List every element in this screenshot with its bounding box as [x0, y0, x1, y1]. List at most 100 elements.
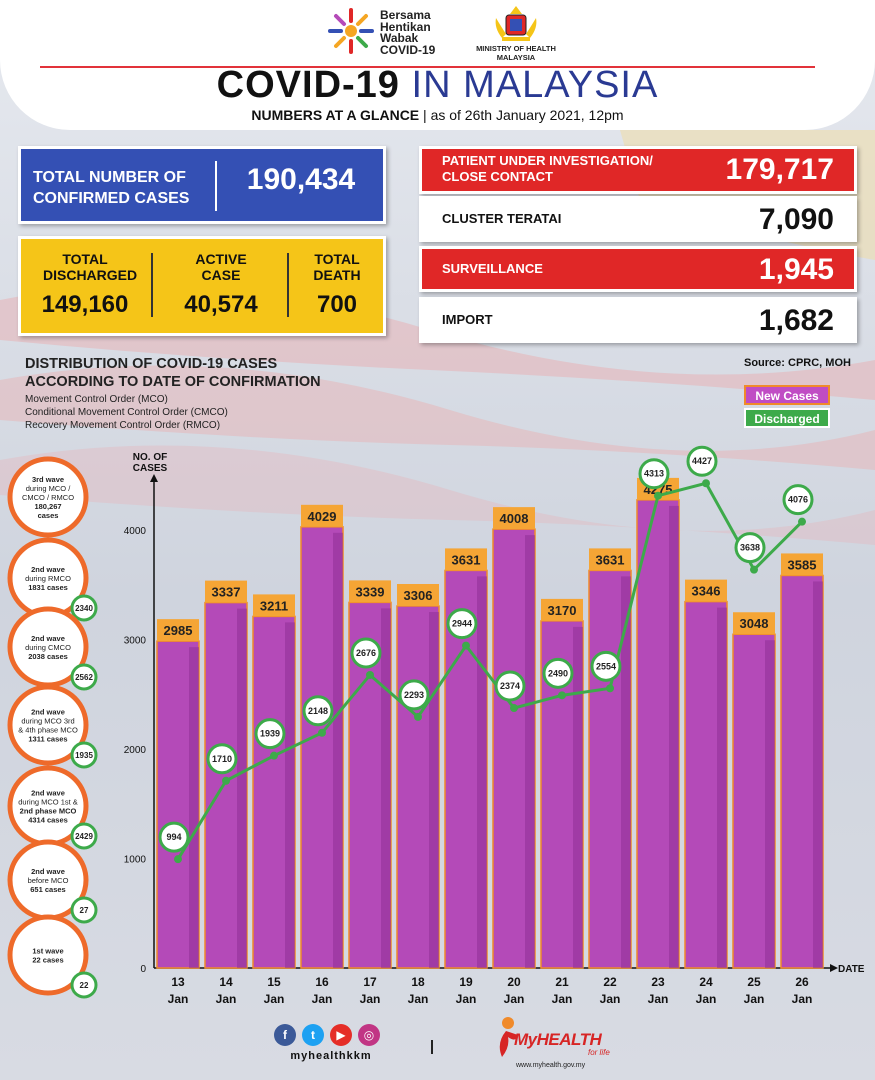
page-title: COVID-19 IN MALAYSIA — [0, 64, 875, 107]
bar-value-label: 4008 — [500, 511, 529, 526]
discharged-badge — [542, 657, 574, 689]
legend-discharged: Discharged — [744, 408, 830, 428]
x-tick-month: Jan — [504, 992, 525, 1006]
discharged-value-label: 2293 — [404, 690, 424, 700]
bar-shade — [477, 576, 487, 968]
stat-divider — [151, 253, 153, 317]
discharged-label: TOTAL DISCHARGED — [43, 251, 138, 283]
import-label: IMPORT — [442, 312, 493, 327]
wave-discharged-badge — [70, 822, 98, 850]
myhealth-tagline: for life — [588, 1048, 610, 1057]
facebook-icon[interactable]: f — [274, 1024, 296, 1046]
source-note: Source: CPRC, MOH — [744, 357, 851, 369]
wave-text: during MCO 1st & — [18, 798, 78, 807]
wave-bubble — [7, 456, 89, 538]
discharged-value-label: 2374 — [500, 681, 520, 691]
discharged-point — [366, 670, 374, 679]
instagram-icon[interactable]: ◎ — [358, 1024, 380, 1046]
x-tick-day: 15 — [267, 975, 281, 989]
wave-text: 1831 cases — [28, 583, 68, 592]
discharged-point — [222, 776, 230, 785]
x-tick-day: 16 — [315, 975, 329, 989]
youtube-icon[interactable]: ▶ — [330, 1024, 352, 1046]
x-tick-day: 18 — [411, 975, 425, 989]
discharged-value-label: 4427 — [692, 456, 712, 466]
confirmed-cases-value: 190,434 — [246, 163, 356, 196]
wave-text: 1st wave — [32, 947, 63, 956]
bar-value-label: 3306 — [404, 588, 433, 603]
discharged-value-label: 4313 — [644, 469, 664, 479]
y-tick-label: 0 — [140, 964, 146, 975]
import-card: IMPORT 1,682 — [419, 297, 857, 343]
wave-discharged-value: 2429 — [75, 832, 93, 841]
wave-text: 2nd wave — [31, 634, 65, 643]
discharged-point — [270, 751, 278, 760]
chart-title-line2: ACCORDING TO DATE OF CONFIRMATION — [25, 374, 321, 390]
y-tick-label: 2000 — [124, 745, 147, 756]
wave-text: 651 cases — [30, 885, 65, 894]
bar-shade — [525, 535, 535, 968]
discharged-value-label: 1939 — [260, 729, 280, 739]
bar-value-tag — [157, 619, 199, 642]
bar-value-label: 2985 — [164, 623, 193, 638]
y-axis-arrow — [150, 474, 158, 482]
header-divider — [40, 66, 815, 68]
pui-label: PATIENT UNDER INVESTIGATION/ CLOSE CONTA… — [442, 153, 653, 184]
bar-value-tag — [445, 548, 487, 571]
wave-text: 2nd wave — [31, 565, 65, 574]
death-value: 700 — [316, 291, 358, 318]
wave-text: cases — [38, 511, 59, 520]
twitter-icon[interactable]: t — [302, 1024, 324, 1046]
discharged-point — [798, 517, 806, 526]
bar-value-label: 3339 — [356, 584, 385, 599]
discharged-badge — [206, 743, 238, 775]
discharged-badge — [494, 670, 526, 702]
mco-note: Movement Control Order (MCO) — [25, 394, 168, 405]
discharged-value-label: 2944 — [452, 619, 472, 629]
campaign-sun-logo-icon — [328, 8, 374, 54]
cluster-value: 7,090 — [758, 203, 834, 236]
wave-bubble — [7, 684, 89, 766]
campaign-logo-text: Bersama Hentikan Wabak COVID-19 — [380, 8, 436, 57]
x-tick-month: Jan — [264, 992, 285, 1006]
x-tick-day: 24 — [699, 975, 713, 989]
discharged-badge — [302, 695, 334, 727]
discharged-point — [606, 684, 614, 693]
x-tick-month: Jan — [312, 992, 333, 1006]
bar-shade — [717, 607, 727, 968]
y-tick-label: 1000 — [124, 855, 147, 866]
wave-text: 2nd wave — [31, 867, 65, 876]
bar-value-tag — [781, 553, 823, 576]
header-banner: Bersama Hentikan Wabak COVID-19 MINISTRY… — [0, 0, 875, 130]
bar-value-label: 3585 — [788, 557, 817, 572]
bar-shade — [333, 532, 343, 968]
x-tick-day: 19 — [459, 975, 473, 989]
wave-text: before MCO — [28, 876, 69, 885]
confirmed-cases-card: TOTAL NUMBER OF CONFIRMED CASES 190,434 — [18, 146, 386, 224]
bar-value-label: 4029 — [308, 509, 337, 524]
rmco-note: Recovery Movement Control Order (RMCO) — [25, 420, 221, 431]
pui-value: 179,717 — [725, 153, 834, 186]
myhealth-url: www.myhealth.gov.my — [516, 1062, 586, 1069]
death-stat: TOTAL DEATH 700 — [291, 239, 383, 319]
discharged-stat: TOTAL DISCHARGED 149,160 — [23, 239, 147, 319]
bar-shade — [381, 608, 391, 968]
title-highlight: IN MALAYSIA — [411, 64, 659, 106]
bar-shade — [621, 576, 631, 968]
x-tick-month: Jan — [600, 992, 621, 1006]
bar-value-tag — [349, 580, 391, 603]
bar-value-tag — [301, 504, 343, 527]
discharged-point — [174, 855, 182, 864]
cmco-note: Conditional Movement Control Order (CMCO… — [25, 407, 228, 418]
y-axis-label-line2: CASES — [133, 463, 168, 474]
x-tick-month: Jan — [216, 992, 237, 1006]
chart-title: DISTRIBUTION OF COVID-19 CASES ACCORDING… — [25, 355, 321, 391]
bar-shade — [813, 581, 823, 968]
x-tick-day: 13 — [171, 975, 185, 989]
discharged-badge — [686, 445, 718, 477]
x-tick-month: Jan — [456, 992, 477, 1006]
wave-text: 2nd wave — [31, 789, 65, 798]
pui-close-contact-card: PATIENT UNDER INVESTIGATION/ CLOSE CONTA… — [419, 146, 857, 194]
bar-shade — [765, 640, 775, 968]
